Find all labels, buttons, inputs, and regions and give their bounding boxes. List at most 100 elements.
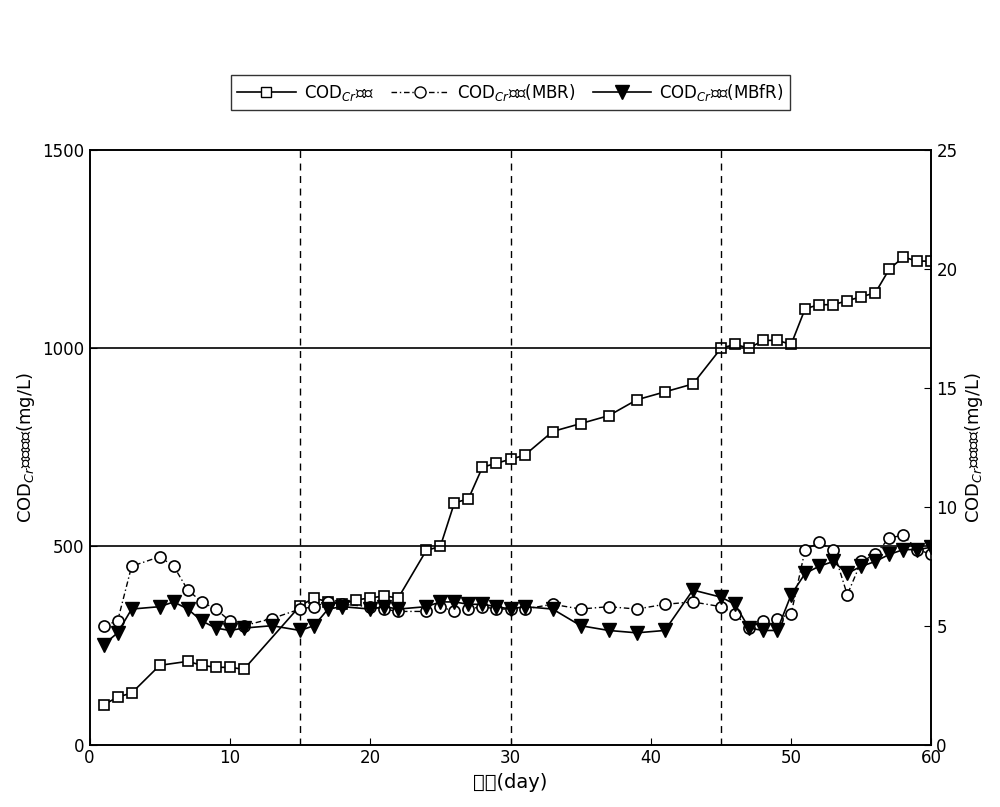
COD$_{Cr}$出水(MBR) bbox=[897, 530, 909, 540]
COD$_{Cr}$出水(MBR) bbox=[827, 545, 839, 554]
COD$_{Cr}$出水(MBR) bbox=[210, 604, 222, 614]
COD$_{Cr}$出水(MBR) bbox=[462, 604, 474, 614]
COD$_{Cr}$出水(MBfR) bbox=[659, 625, 671, 635]
COD$_{Cr}$进水 bbox=[392, 593, 404, 603]
COD$_{Cr}$出水(MBfR) bbox=[715, 592, 727, 602]
COD$_{Cr}$进水 bbox=[294, 601, 306, 611]
COD$_{Cr}$进水 bbox=[434, 541, 446, 551]
COD$_{Cr}$进水 bbox=[659, 387, 671, 397]
COD$_{Cr}$出水(MBfR) bbox=[434, 597, 446, 607]
COD$_{Cr}$出水(MBR) bbox=[392, 607, 404, 617]
COD$_{Cr}$出水(MBfR) bbox=[883, 550, 895, 559]
COD$_{Cr}$出水(MBR) bbox=[154, 552, 166, 562]
COD$_{Cr}$出水(MBR) bbox=[168, 562, 180, 571]
COD$_{Cr}$进水 bbox=[729, 340, 741, 349]
COD$_{Cr}$出水(MBfR) bbox=[729, 600, 741, 609]
COD$_{Cr}$出水(MBR) bbox=[631, 604, 643, 614]
COD$_{Cr}$进水 bbox=[785, 340, 797, 349]
COD$_{Cr}$进水 bbox=[799, 303, 811, 313]
COD$_{Cr}$出水(MBR) bbox=[294, 604, 306, 614]
COD$_{Cr}$进水 bbox=[575, 419, 587, 429]
COD$_{Cr}$出水(MBfR) bbox=[210, 623, 222, 633]
COD$_{Cr}$进水 bbox=[883, 264, 895, 274]
Line: COD$_{Cr}$出水(MBfR): COD$_{Cr}$出水(MBfR) bbox=[97, 541, 938, 652]
COD$_{Cr}$出水(MBfR) bbox=[855, 562, 867, 571]
COD$_{Cr}$出水(MBfR) bbox=[827, 557, 839, 567]
COD$_{Cr}$进水 bbox=[743, 344, 755, 353]
Y-axis label: COD$_{Cr}$出水浓度(mg/L): COD$_{Cr}$出水浓度(mg/L) bbox=[963, 372, 985, 523]
COD$_{Cr}$出水(MBfR) bbox=[448, 597, 460, 607]
COD$_{Cr}$出水(MBfR) bbox=[196, 616, 208, 625]
COD$_{Cr}$进水 bbox=[519, 450, 531, 460]
COD$_{Cr}$出水(MBfR) bbox=[224, 625, 236, 635]
COD$_{Cr}$进水 bbox=[771, 336, 783, 345]
COD$_{Cr}$出水(MBfR) bbox=[98, 640, 110, 650]
COD$_{Cr}$出水(MBfR) bbox=[687, 585, 699, 595]
COD$_{Cr}$出水(MBfR) bbox=[294, 625, 306, 635]
COD$_{Cr}$进水 bbox=[238, 664, 250, 674]
COD$_{Cr}$进水 bbox=[154, 660, 166, 670]
COD$_{Cr}$进水 bbox=[350, 595, 362, 604]
COD$_{Cr}$出水(MBR) bbox=[869, 550, 881, 559]
COD$_{Cr}$出水(MBfR) bbox=[112, 628, 124, 638]
COD$_{Cr}$出水(MBR) bbox=[336, 600, 348, 609]
COD$_{Cr}$进水 bbox=[603, 411, 615, 420]
COD$_{Cr}$进水 bbox=[490, 458, 502, 468]
COD$_{Cr}$出水(MBfR) bbox=[392, 604, 404, 614]
COD$_{Cr}$进水 bbox=[448, 498, 460, 508]
COD$_{Cr}$进水 bbox=[462, 494, 474, 504]
COD$_{Cr}$出水(MBR) bbox=[603, 602, 615, 612]
COD$_{Cr}$进水 bbox=[112, 692, 124, 702]
COD$_{Cr}$出水(MBfR) bbox=[182, 604, 194, 614]
COD$_{Cr}$出水(MBR) bbox=[757, 616, 769, 625]
COD$_{Cr}$出水(MBfR) bbox=[631, 628, 643, 638]
COD$_{Cr}$出水(MBR) bbox=[883, 533, 895, 542]
COD$_{Cr}$出水(MBfR) bbox=[603, 625, 615, 635]
COD$_{Cr}$进水 bbox=[687, 379, 699, 389]
COD$_{Cr}$出水(MBR) bbox=[799, 545, 811, 554]
COD$_{Cr}$出水(MBfR) bbox=[785, 590, 797, 600]
COD$_{Cr}$进水 bbox=[897, 253, 909, 262]
COD$_{Cr}$出水(MBR) bbox=[687, 597, 699, 607]
COD$_{Cr}$进水 bbox=[827, 300, 839, 310]
COD$_{Cr}$出水(MBfR) bbox=[771, 625, 783, 635]
COD$_{Cr}$出水(MBR) bbox=[224, 616, 236, 625]
COD$_{Cr}$出水(MBR) bbox=[813, 537, 825, 547]
COD$_{Cr}$出水(MBR) bbox=[729, 609, 741, 619]
COD$_{Cr}$出水(MBR) bbox=[448, 607, 460, 617]
COD$_{Cr}$出水(MBfR) bbox=[575, 621, 587, 630]
COD$_{Cr}$进水 bbox=[631, 395, 643, 404]
COD$_{Cr}$进水 bbox=[813, 300, 825, 310]
COD$_{Cr}$进水 bbox=[224, 663, 236, 672]
COD$_{Cr}$出水(MBR) bbox=[659, 600, 671, 609]
COD$_{Cr}$进水 bbox=[841, 296, 853, 306]
COD$_{Cr}$进水 bbox=[420, 546, 432, 555]
COD$_{Cr}$出水(MBR) bbox=[911, 545, 923, 554]
COD$_{Cr}$出水(MBR) bbox=[547, 600, 559, 609]
COD$_{Cr}$进水 bbox=[98, 700, 110, 710]
COD$_{Cr}$进水 bbox=[715, 344, 727, 353]
COD$_{Cr}$出水(MBR) bbox=[476, 602, 488, 612]
COD$_{Cr}$出水(MBfR) bbox=[322, 604, 334, 614]
COD$_{Cr}$出水(MBfR) bbox=[869, 557, 881, 567]
COD$_{Cr}$出水(MBR) bbox=[112, 616, 124, 625]
COD$_{Cr}$出水(MBfR) bbox=[911, 545, 923, 554]
COD$_{Cr}$进水 bbox=[911, 257, 923, 266]
COD$_{Cr}$出水(MBR) bbox=[238, 621, 250, 630]
COD$_{Cr}$出水(MBfR) bbox=[547, 604, 559, 614]
COD$_{Cr}$出水(MBR) bbox=[925, 550, 937, 559]
COD$_{Cr}$进水 bbox=[855, 292, 867, 302]
COD$_{Cr}$出水(MBfR) bbox=[420, 602, 432, 612]
COD$_{Cr}$出水(MBfR) bbox=[476, 600, 488, 609]
COD$_{Cr}$出水(MBfR) bbox=[378, 602, 390, 612]
COD$_{Cr}$出水(MBfR) bbox=[168, 597, 180, 607]
COD$_{Cr}$进水 bbox=[505, 454, 517, 464]
COD$_{Cr}$出水(MBR) bbox=[98, 621, 110, 630]
COD$_{Cr}$出水(MBfR) bbox=[308, 621, 320, 630]
COD$_{Cr}$出水(MBR) bbox=[364, 602, 376, 612]
COD$_{Cr}$出水(MBfR) bbox=[799, 569, 811, 579]
COD$_{Cr}$出水(MBR) bbox=[266, 613, 278, 623]
COD$_{Cr}$进水 bbox=[210, 663, 222, 672]
COD$_{Cr}$出水(MBR) bbox=[841, 590, 853, 600]
COD$_{Cr}$出水(MBfR) bbox=[126, 604, 138, 614]
